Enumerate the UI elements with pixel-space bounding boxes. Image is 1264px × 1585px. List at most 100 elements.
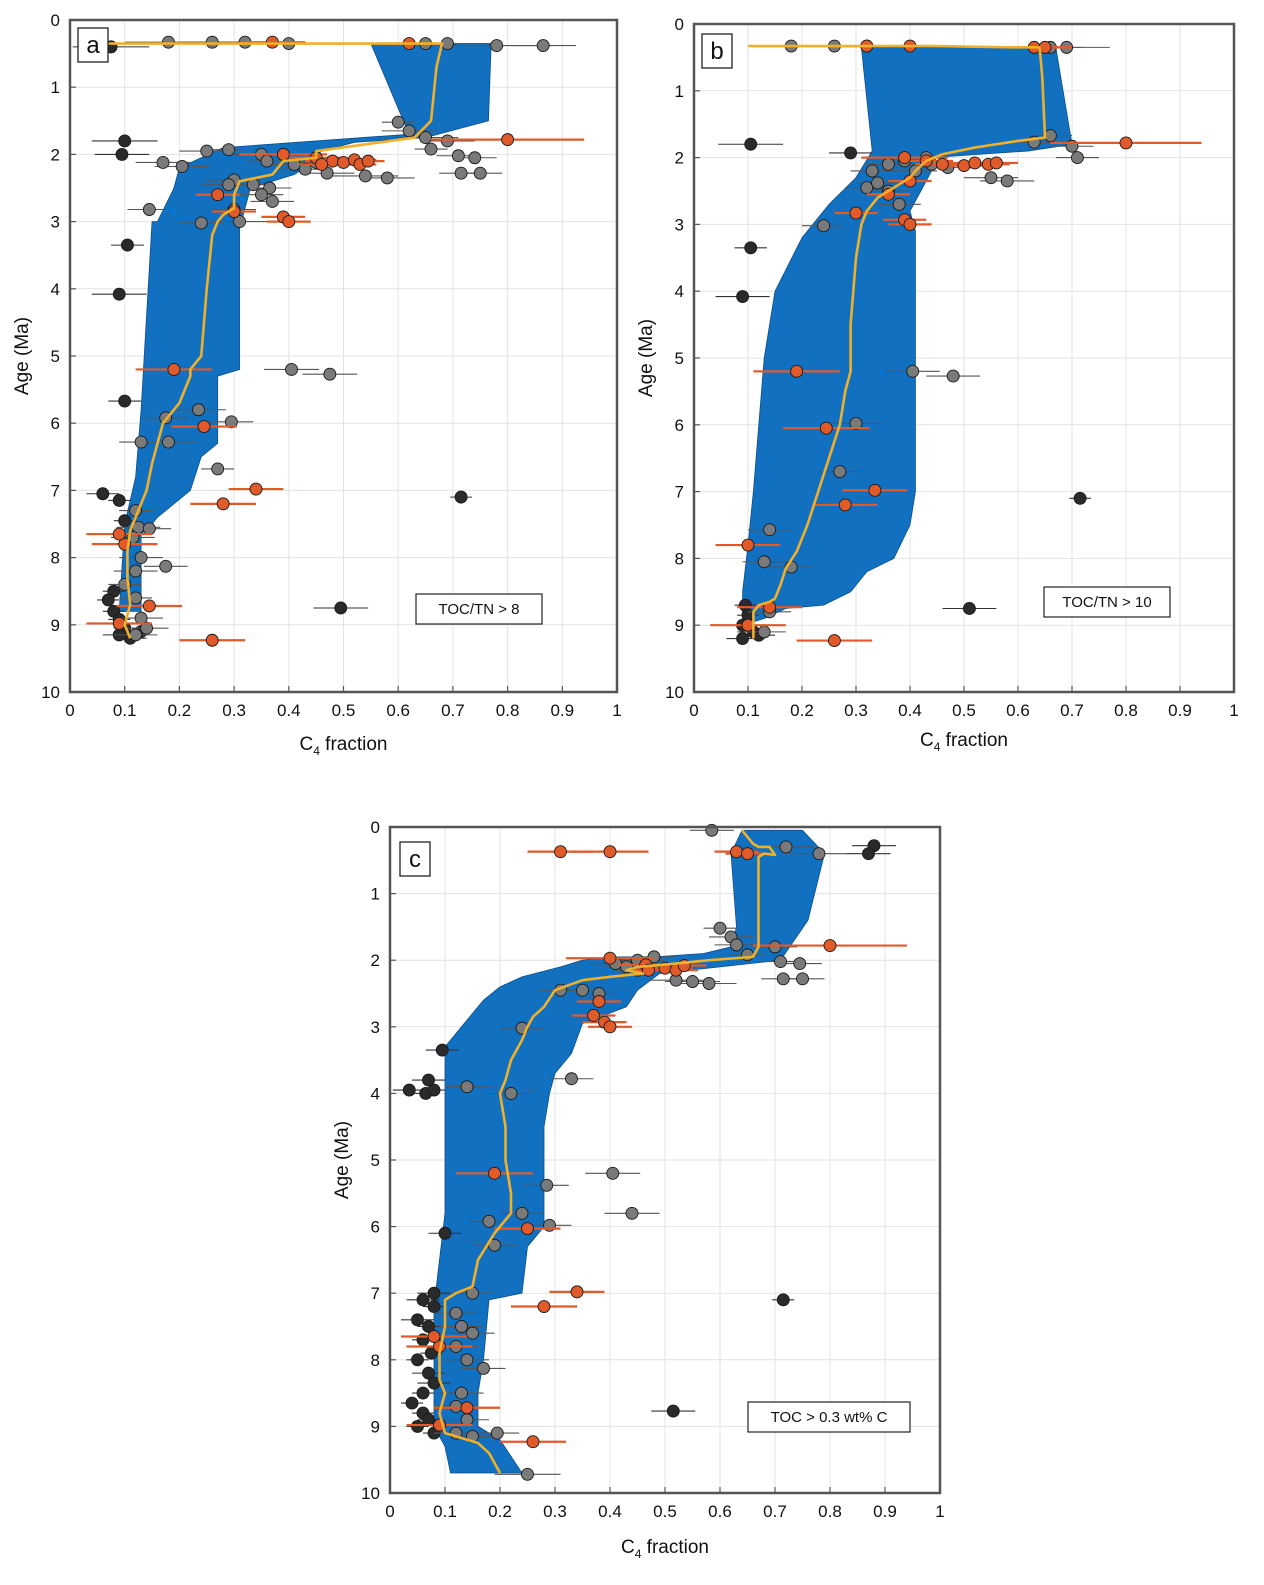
red-point [205, 633, 219, 647]
y-tick-label: 3 [675, 215, 684, 234]
gray-point [625, 1206, 639, 1220]
gray-point [540, 1178, 554, 1192]
panel-label-box [399, 841, 431, 877]
panel-label: a [86, 32, 100, 59]
gray-point [779, 840, 793, 854]
gray-point [454, 166, 468, 180]
black-point [118, 514, 132, 528]
gray-point [402, 124, 416, 138]
gray-point [536, 39, 550, 52]
panel-c: 0 0.1 0.2 0.3 0.4 0.5 0.6 0.7 0.8 0.9 101234567891… [332, 818, 945, 1561]
annotation-text: TOC/TN > 8 [439, 601, 520, 618]
gray-point [515, 1206, 529, 1220]
annotation-box [415, 593, 543, 625]
red-series [86, 35, 585, 647]
red-point [838, 498, 852, 512]
gray-point [812, 847, 826, 861]
annotation-box [747, 1401, 911, 1433]
black-point [115, 147, 129, 161]
gray-point [451, 149, 465, 163]
black-point [744, 241, 758, 255]
gray-point [647, 950, 661, 964]
y-tick-label: 5 [51, 347, 60, 366]
red-point [526, 1435, 540, 1449]
x-tick-label: 0.1 [433, 1502, 457, 1521]
y-axis-label: Age (Ma) [12, 317, 33, 395]
x-tick-label: 0.1 [736, 701, 760, 720]
gray-point [440, 134, 454, 148]
x-tick-label: 0.8 [496, 701, 520, 720]
gray-point [205, 35, 219, 49]
gray-point [477, 1362, 490, 1375]
median-line [438, 829, 777, 1474]
gray-point [521, 1467, 534, 1481]
gray-point [881, 157, 895, 171]
red-point [827, 634, 841, 648]
x-tick-label: 0.7 [1060, 701, 1084, 720]
gray-point [606, 1166, 620, 1180]
red-point [197, 420, 211, 434]
gray-point [473, 166, 487, 180]
black-point [411, 1353, 424, 1367]
annotation-text: TOC/TN > 10 [1062, 594, 1151, 611]
x-tick-label: 0.3 [222, 701, 246, 720]
x-tick-label: 1 [935, 1502, 944, 1521]
y-tick-label: 4 [51, 280, 60, 299]
red-point [603, 1020, 617, 1034]
gray-point [466, 1326, 479, 1340]
gray-point [490, 39, 504, 52]
gray-point [702, 977, 716, 990]
y-tick-label: 9 [675, 616, 684, 635]
black-point [411, 1313, 424, 1327]
y-tick-label: 9 [371, 1417, 380, 1436]
red-point [823, 939, 837, 952]
y-tick-label: 1 [371, 885, 380, 904]
y-axis-label: Age (Ma) [636, 319, 657, 397]
gray-point [455, 1320, 468, 1333]
gray-point [358, 169, 372, 183]
y-tick-label: 3 [371, 1018, 380, 1037]
black-point [416, 1386, 430, 1400]
black-point [334, 601, 348, 615]
gray-point [129, 591, 143, 605]
red-point [603, 951, 617, 965]
black-point [844, 146, 858, 160]
red-point [741, 538, 755, 552]
gray-point [713, 921, 727, 935]
y-tick-label: 6 [371, 1218, 380, 1237]
y-tick-label: 6 [51, 414, 60, 433]
gray-point [380, 171, 394, 185]
black-point [416, 1293, 430, 1307]
gray-point [984, 171, 998, 185]
y-tick-label: 10 [41, 683, 60, 702]
red-point [868, 483, 882, 497]
red-point [216, 497, 230, 511]
x-tick-label: 0.8 [818, 1502, 842, 1521]
panel-b: 0 0.1 0.2 0.3 0.4 0.5 0.6 0.7 0.8 0.9 101234567891… [636, 15, 1239, 754]
red-point [112, 617, 126, 630]
red-point [276, 147, 290, 161]
gray-point [222, 178, 236, 192]
gray-point [255, 188, 268, 202]
red-point [315, 158, 329, 171]
red-point [898, 151, 912, 165]
black-point [402, 1083, 416, 1097]
x-tick-label: 1 [612, 701, 621, 720]
gray-point [192, 403, 205, 417]
red-point [249, 482, 263, 496]
red-point [849, 206, 863, 220]
black-point [422, 1320, 435, 1333]
y-tick-label: 0 [675, 15, 684, 34]
gray-point [763, 523, 777, 537]
y-tick-label: 2 [51, 145, 60, 164]
gray-point [865, 164, 879, 178]
y-axis-label: Age (Ma) [332, 1121, 353, 1199]
gray-point [768, 940, 782, 954]
black-point [427, 1083, 441, 1097]
gray-point [460, 1413, 474, 1427]
black-point [454, 490, 468, 504]
gray-point [391, 115, 405, 129]
annotation-box [1043, 586, 1171, 618]
x-tick-label: 0.7 [441, 701, 465, 720]
